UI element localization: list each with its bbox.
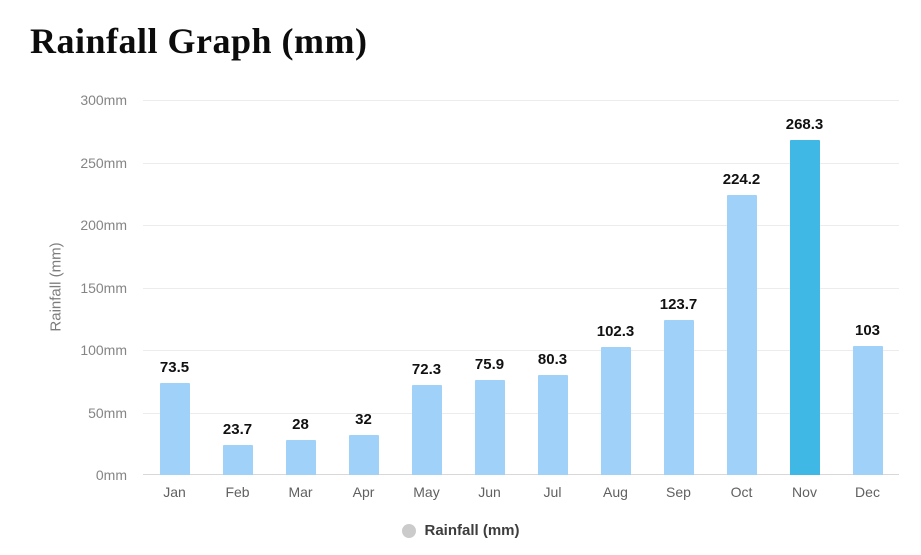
- chart-title: Rainfall Graph (mm): [30, 21, 368, 61]
- gridline-50mm: [143, 412, 899, 414]
- y-tick-label-200mm: 200mm: [80, 217, 127, 233]
- y-axis-tick-labels: 0mm 50mm 100mm 150mm 200mm 250mm 300mm: [0, 92, 127, 483]
- x-tick-label-dec: Dec: [855, 484, 880, 500]
- y-tick-label-300mm: 300mm: [80, 92, 127, 108]
- x-tick-label-feb: Feb: [225, 484, 250, 500]
- bar-nov[interactable]: [789, 139, 820, 475]
- x-tick-label-may: May: [413, 484, 440, 500]
- y-tick-label-50mm: 50mm: [88, 404, 127, 421]
- x-tick-label-mar: Mar: [288, 484, 313, 500]
- bar-oct[interactable]: [726, 194, 757, 475]
- bar-value-may: 72.3: [411, 360, 442, 378]
- bar-sep[interactable]: [663, 320, 694, 475]
- bar-mar[interactable]: [285, 440, 316, 475]
- x-tick-label-sep: Sep: [666, 484, 691, 500]
- legend-label: Rainfall (mm): [424, 522, 520, 539]
- bar-jun[interactable]: [474, 380, 505, 475]
- bar-value-nov: 268.3: [785, 115, 824, 133]
- x-tick-label-jul: Jul: [543, 484, 562, 500]
- bar-jan[interactable]: [159, 383, 190, 475]
- bar-value-oct: 224.2: [722, 170, 761, 188]
- bar-feb[interactable]: [222, 445, 253, 475]
- x-tick-label-oct: Oct: [730, 484, 753, 500]
- y-tick-label-100mm: 100mm: [80, 342, 127, 358]
- bar-dec[interactable]: [852, 346, 883, 475]
- legend-marker-icon: [401, 523, 416, 538]
- gridline-250mm: [143, 162, 899, 164]
- bar-value-jun: 75.9: [474, 356, 505, 374]
- y-tick-label-250mm: 250mm: [80, 154, 127, 171]
- bar-value-feb: 23.7: [222, 421, 253, 439]
- gridline-300mm: [143, 100, 899, 101]
- bar-value-jan: 73.5: [159, 359, 190, 377]
- gridline-150mm: [143, 287, 899, 289]
- legend-item-rainfall[interactable]: Rainfall (mm): [401, 522, 520, 539]
- plot-area: 73.5 23.7 28 32 72.3 75.9 80.3 102.3 123.7 224.2 2…: [143, 100, 899, 475]
- x-axis-labels: Jan Feb Mar Apr May Jun Jul Aug Sep Oct Nov Dec: [143, 484, 899, 504]
- bar-may[interactable]: [411, 384, 442, 475]
- y-tick-label-150mm: 150mm: [80, 279, 127, 296]
- bar-value-apr: 32: [355, 411, 372, 428]
- x-tick-label-aug: Aug: [603, 484, 628, 500]
- bar-value-jul: 80.3: [537, 350, 568, 368]
- y-tick-label-0mm: 0mm: [95, 467, 127, 483]
- x-tick-label-jun: Jun: [478, 484, 501, 500]
- x-tick-label-nov: Nov: [792, 484, 817, 500]
- bar-jul[interactable]: [537, 374, 568, 475]
- bar-aug[interactable]: [600, 347, 631, 475]
- gridline-200mm: [143, 225, 899, 226]
- bar-value-sep: 123.7: [659, 296, 698, 314]
- bar-value-mar: 28: [292, 416, 309, 433]
- x-tick-label-apr: Apr: [352, 484, 375, 500]
- bar-value-aug: 102.3: [596, 323, 635, 341]
- bar-value-dec: 103: [854, 322, 881, 340]
- gridline-0mm: [143, 474, 899, 475]
- x-tick-label-jan: Jan: [163, 484, 186, 500]
- gridline-100mm: [143, 350, 899, 351]
- bar-apr[interactable]: [348, 435, 379, 475]
